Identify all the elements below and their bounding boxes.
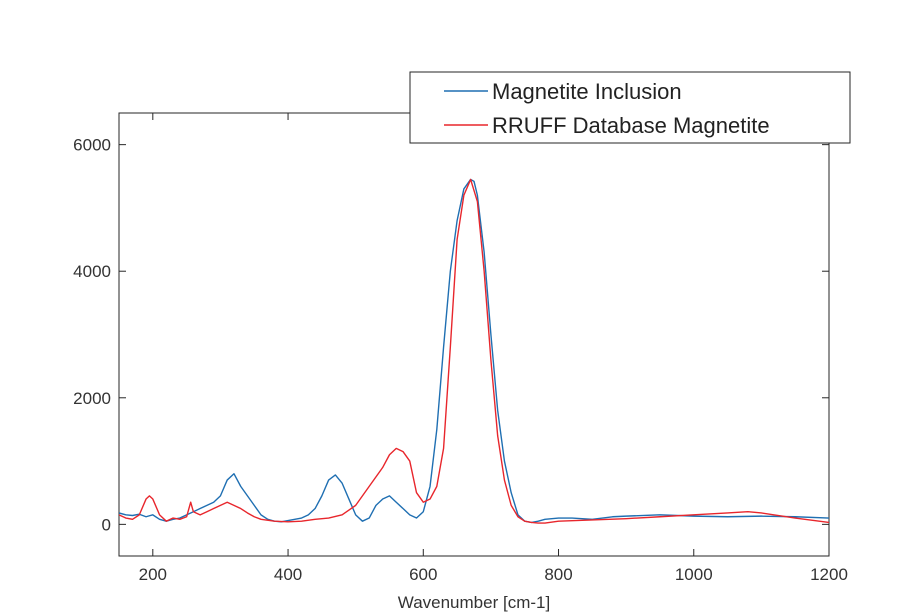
series-line-rruff-database-magnetite (119, 178, 829, 524)
legend-box (409, 71, 851, 144)
y-tick-label: 6000 (73, 136, 111, 155)
series-group (119, 178, 829, 524)
legend: Magnetite Inclusion RRUFF Database Magne… (409, 71, 851, 144)
plot-area (118, 112, 830, 557)
x-tick-label: 200 (139, 565, 167, 584)
x-tick-label: 1200 (810, 565, 848, 584)
y-tick-label: 4000 (73, 262, 111, 281)
axes-box (118, 112, 830, 557)
y-tick-label: 2000 (73, 389, 111, 408)
x-axis: 200 400 600 800 1000 1200 (139, 113, 848, 584)
x-axis-title: Wavenumber [cm-1] (398, 593, 550, 612)
legend-label-magnetite-inclusion: Magnetite Inclusion (492, 79, 682, 104)
x-tick-label: 800 (544, 565, 572, 584)
series-line-magnetite-inclusion (119, 178, 829, 524)
x-tick-label: 1000 (675, 565, 713, 584)
y-tick-label: 0 (102, 515, 111, 534)
x-tick-label: 400 (274, 565, 302, 584)
x-tick-label: 600 (409, 565, 437, 584)
y-axis: 0 2000 4000 6000 (73, 136, 829, 534)
legend-label-rruff-magnetite: RRUFF Database Magnetite (492, 113, 770, 138)
